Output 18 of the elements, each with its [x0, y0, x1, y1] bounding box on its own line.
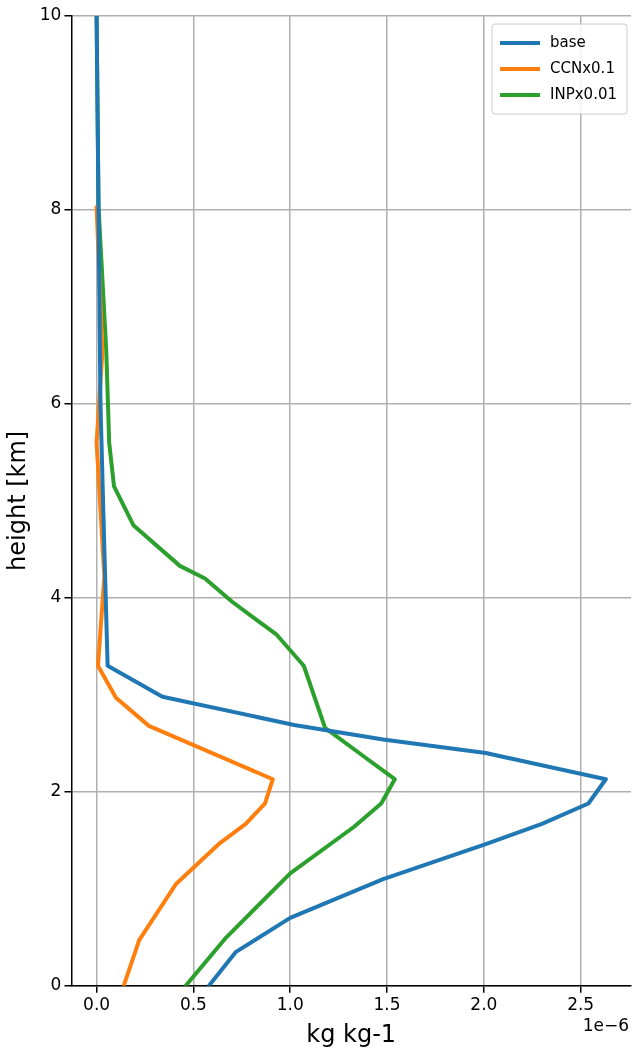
x-tick-label: 1.5	[373, 994, 401, 1015]
x-tick-label: 0.0	[83, 994, 111, 1015]
y-tick-label: 2	[50, 780, 62, 801]
x-tick-label: 2.5	[567, 994, 595, 1015]
y-tick-label: 4	[50, 586, 62, 607]
y-tick-label: 0	[50, 974, 62, 995]
x-tick-label: 0.5	[179, 994, 207, 1015]
x-axis-title: kg kg-1	[306, 1019, 397, 1048]
y-axis-title: height [km]	[2, 430, 31, 571]
legend-label: base	[550, 32, 586, 51]
text: 1e−6	[582, 1014, 629, 1035]
y-tick-label: 10	[39, 4, 62, 25]
y-tick-label: 8	[50, 198, 62, 219]
legend-label: INPx0.01	[550, 84, 617, 103]
x-tick-label: 1.0	[276, 994, 304, 1015]
x-tick-label: 2.0	[470, 994, 498, 1015]
y-tick-label: 6	[50, 392, 62, 413]
legend-label: CCNx0.1	[550, 58, 615, 77]
